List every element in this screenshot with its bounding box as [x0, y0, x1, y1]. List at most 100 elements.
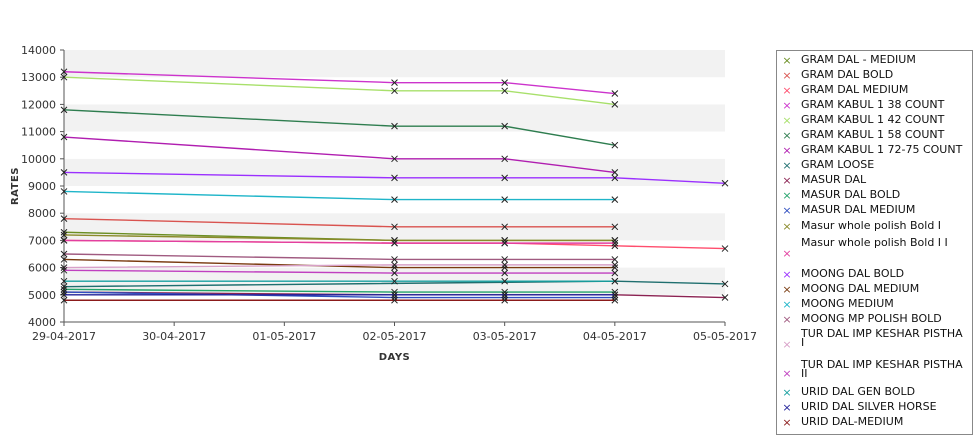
data-point-marker — [391, 294, 398, 301]
data-point-marker — [611, 291, 619, 299]
data-point-marker — [391, 269, 398, 277]
x-tick-label: 04-05-2017 — [583, 330, 647, 343]
data-point-marker — [60, 288, 68, 296]
grid-band — [64, 240, 725, 268]
legend-marker-icon: × — [782, 144, 792, 157]
data-point-marker — [60, 264, 68, 271]
legend-item: × GRAM KABUL 1 58 COUNT — [777, 129, 972, 145]
data-point-marker — [60, 291, 68, 299]
legend-item: × GRAM KABUL 1 42 COUNT — [777, 114, 972, 130]
legend-item: × URID DAL-MEDIUM — [777, 415, 972, 433]
data-point-marker — [611, 196, 619, 203]
data-point-marker — [611, 239, 619, 247]
series-line — [63, 71, 615, 95]
legend-item: × MOONG MP POLISH BOLD — [777, 312, 972, 329]
data-point-marker — [611, 223, 619, 231]
legend-label: MOONG MEDIUM — [801, 297, 894, 310]
legend-item: × GRAM DAL MEDIUM — [777, 84, 972, 100]
data-point-marker — [501, 174, 509, 182]
legend-item: × MASUR DAL BOLD — [777, 189, 972, 205]
data-point-marker — [60, 169, 68, 176]
legend-label: GRAM KABUL 1 38 COUNT — [801, 98, 945, 111]
data-point-marker — [611, 288, 619, 296]
data-point-marker — [611, 90, 619, 97]
series-line — [63, 239, 615, 244]
legend-marker-icon: × — [782, 247, 792, 260]
data-point-marker — [611, 269, 619, 277]
data-point-marker — [501, 237, 509, 244]
x-tick-label: 03-05-2017 — [473, 330, 537, 343]
data-point-marker — [391, 296, 398, 304]
legend-item: × URID DAL SILVER HORSE — [777, 400, 972, 417]
data-point-marker — [391, 174, 398, 182]
data-point-marker — [60, 266, 68, 274]
data-point-marker — [611, 296, 619, 304]
y-tick-label: 13000 — [21, 71, 56, 84]
legend-label: MOONG DAL MEDIUM — [801, 282, 920, 295]
data-point-marker — [611, 256, 619, 263]
legend-item: × GRAM DAL BOLD — [777, 69, 972, 85]
axes — [60, 49, 726, 326]
data-point-marker — [721, 294, 729, 301]
y-tick-label: 5000 — [28, 289, 56, 302]
series-line — [63, 136, 615, 174]
legend-item: × TUR DAL IMP KESHAR PISTHA II — [777, 359, 972, 387]
data-point-marker — [391, 79, 398, 86]
x-tick-label: 29-04-2017 — [32, 330, 96, 343]
data-point-marker — [60, 296, 68, 304]
data-point-marker — [611, 294, 619, 301]
data-point-marker — [611, 141, 619, 149]
series-line — [63, 217, 615, 228]
x-tick-label: 05-05-2017 — [693, 330, 757, 343]
legend-label: URID DAL GEN BOLD — [801, 385, 916, 398]
y-tick-label: 4000 — [28, 316, 56, 329]
data-point-marker — [391, 288, 398, 296]
data-point-marker — [501, 288, 509, 296]
data-point-marker — [501, 291, 509, 299]
legend-item: × MASUR DAL — [777, 174, 972, 190]
data-point-marker — [501, 261, 509, 269]
data-point-marker — [611, 237, 619, 244]
y-tick-label: 10000 — [21, 153, 56, 166]
legend-label: URID DAL SILVER HORSE — [801, 400, 937, 413]
legend-marker-icon: × — [782, 189, 792, 202]
data-point-marker — [391, 223, 398, 231]
data-point-marker — [611, 264, 619, 271]
data-point-marker — [391, 155, 398, 163]
data-point-marker — [391, 261, 398, 269]
data-point-marker — [391, 122, 398, 130]
legend-item: × GRAM LOOSE — [777, 159, 972, 175]
data-point-marker — [391, 264, 398, 271]
legend-marker-icon: × — [782, 54, 792, 67]
y-tick-label: 9000 — [28, 180, 56, 193]
series-line — [63, 76, 615, 106]
legend-item: × URID DAL GEN BOLD — [777, 385, 972, 402]
data-point-marker — [60, 106, 68, 114]
data-point-marker — [60, 68, 68, 76]
data-point-marker — [391, 87, 398, 95]
series-line — [63, 288, 615, 293]
legend-label: URID DAL-MEDIUM — [801, 415, 904, 428]
legend-item: × MOONG DAL MEDIUM — [777, 282, 972, 299]
data-point-marker — [60, 256, 68, 263]
legend-item: × MOONG MEDIUM — [777, 297, 972, 314]
grid-band — [64, 104, 725, 132]
legend-item: × MASUR DAL MEDIUM — [777, 204, 972, 221]
legend-marker-icon: × — [782, 129, 792, 142]
data-point-marker — [501, 155, 509, 163]
legend-label: TUR DAL IMP KESHAR PISTHA I — [801, 327, 963, 349]
y-tick-label: 7000 — [28, 234, 56, 247]
legend: × GRAM DAL - MEDIUM × GRAM DAL BOLD × GRAM DA… — [776, 50, 973, 435]
data-point-marker — [501, 256, 509, 263]
data-point-marker — [611, 277, 619, 285]
y-tick-label: 8000 — [28, 207, 56, 220]
legend-marker-icon: × — [782, 268, 792, 281]
data-point-marker — [391, 291, 398, 299]
data-point-marker — [60, 250, 68, 258]
legend-label: MOONG MP POLISH BOLD — [801, 312, 942, 325]
data-point-marker — [60, 215, 68, 222]
series-line — [63, 190, 615, 201]
legend-marker-icon: × — [782, 204, 792, 217]
data-point-marker — [721, 179, 729, 187]
data-point-marker — [60, 286, 68, 293]
